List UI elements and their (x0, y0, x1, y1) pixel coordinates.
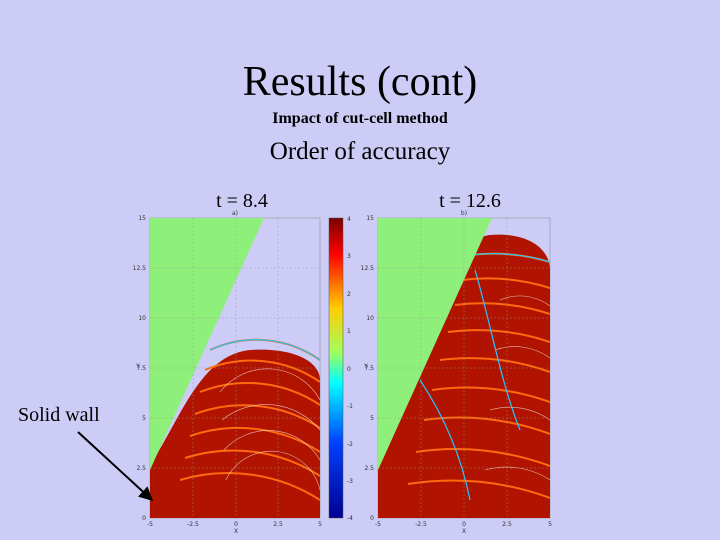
y-tick-1-2: 5 (142, 415, 146, 422)
x-tick-1-3: 2.5 (273, 521, 283, 528)
slide-title: Results (cont) (242, 59, 478, 105)
panel-title-1: a) (232, 210, 238, 217)
y-tick-1-4: 10 (138, 315, 146, 322)
colorbar-tick-4: 0 (347, 366, 351, 373)
y-tick-1-6: 15 (138, 215, 146, 222)
solid-wall-arrow (77, 431, 154, 501)
colorbar-tick-3: 1 (347, 328, 351, 335)
x-tick-2-1: -2.5 (415, 521, 427, 528)
colorbar-tick-5: -1 (347, 403, 353, 410)
y-tick-2-5: 12.5 (361, 265, 375, 272)
colorbar-tick-0: 4 (347, 216, 351, 223)
plot-panel-1: a) 0 2.5 5 7.5 10 12.5 15 -5 -2.5 0 2.5 … (133, 210, 322, 535)
plot-panel-2: b) 0 2.5 5 7.5 10 12.5 15 -5 -2.5 0 2.5 … (361, 210, 552, 535)
y-label-2: Y (363, 363, 368, 370)
y-tick-1-5: 12.5 (133, 265, 147, 272)
y-tick-2-4: 10 (366, 315, 374, 322)
x-tick-2-4: 5 (548, 521, 552, 528)
x-tick-2-0: -5 (375, 521, 381, 528)
field-1 (150, 218, 320, 518)
x-label-2: X (462, 528, 466, 535)
slide-heading: Order of accuracy (269, 138, 451, 165)
colorbar-gradient (328, 217, 344, 519)
solid-wall-label: Solid wall (18, 404, 100, 426)
x-tick-2-3: 2.5 (502, 521, 512, 528)
y-tick-1-3: 7.5 (136, 365, 146, 372)
x-tick-1-1: -2.5 (187, 521, 199, 528)
x-label-1: X (234, 528, 238, 535)
colorbar-tick-2: 2 (347, 291, 351, 298)
slide-subtitle: Impact of cut-cell method (272, 110, 448, 127)
panel-title-2: b) (461, 210, 467, 217)
y-tick-2-1: 2.5 (364, 465, 374, 472)
y-tick-1-1: 2.5 (136, 465, 146, 472)
y-label-1: Y (135, 363, 140, 370)
y-tick-1-0: 0 (142, 515, 146, 522)
panel-label-1: t = 8.4 (216, 190, 268, 212)
x-tick-1-2: 0 (234, 521, 238, 528)
y-tick-2-6: 15 (366, 215, 374, 222)
colorbar-tick-6: -2 (347, 441, 353, 448)
panel-label-2: t = 12.6 (439, 190, 501, 212)
x-tick-1-0: -5 (147, 521, 153, 528)
y-tick-2-0: 0 (370, 515, 374, 522)
solid-wall-2 (378, 218, 492, 470)
solid-wall-1 (150, 218, 264, 470)
colorbar: 4 3 2 1 0 -1 -2 -3 -4 (328, 216, 353, 522)
colorbar-tick-7: -3 (347, 478, 353, 485)
y-tick-2-2: 5 (370, 415, 374, 422)
colorbar-tick-8: -4 (347, 515, 353, 522)
y-tick-2-3: 7.5 (364, 365, 374, 372)
x-tick-2-2: 0 (462, 521, 466, 528)
colorbar-tick-1: 3 (347, 253, 351, 260)
x-tick-1-4: 5 (318, 521, 322, 528)
